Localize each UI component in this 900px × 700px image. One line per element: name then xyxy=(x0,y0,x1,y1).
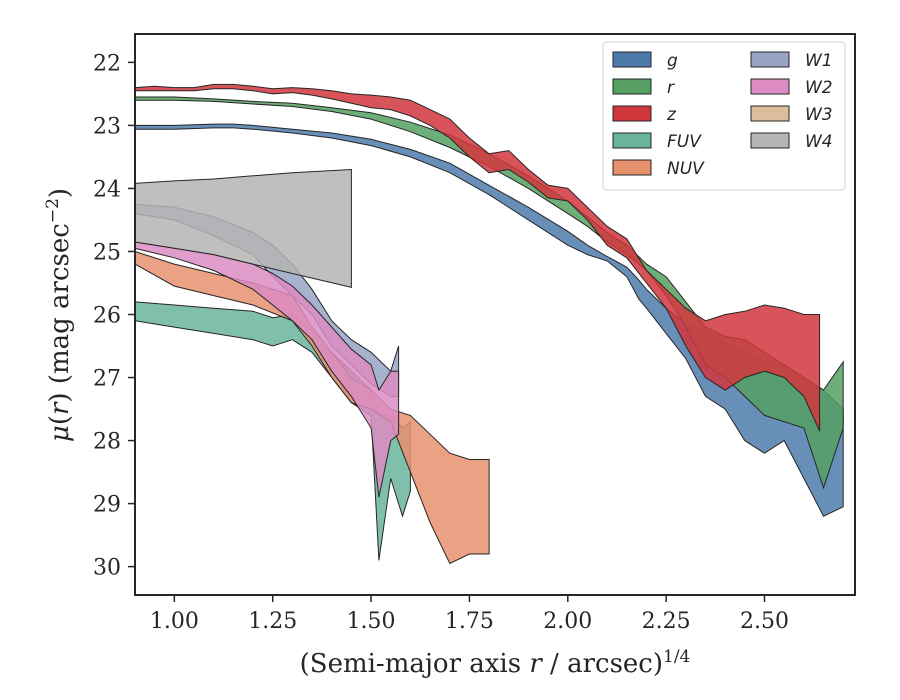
y-ticks: 22 23 24 25 26 27 28 29 30 xyxy=(93,51,135,581)
series-band-g xyxy=(135,123,844,517)
y-tick-label: 27 xyxy=(93,367,121,392)
legend-label-fuv: FUV xyxy=(667,132,702,152)
legend-swatch-w1 xyxy=(750,51,790,68)
legend-swatch-nuv xyxy=(612,159,652,176)
x-tick-label: 2.00 xyxy=(543,609,592,634)
legend-label-nuv: NUV xyxy=(667,159,705,179)
y-tick-label: 26 xyxy=(93,304,121,329)
legend-swatch-w4 xyxy=(750,132,790,149)
x-tick-label: 1.00 xyxy=(150,609,199,634)
x-tick-label: 1.50 xyxy=(347,609,396,634)
legend: grz FUV NUV W1 W2 W3 W4 xyxy=(602,41,846,191)
y-tick-label: 22 xyxy=(93,51,121,76)
legend-swatch-g xyxy=(612,51,652,68)
legend-swatch-z xyxy=(612,105,652,122)
x-tick-label: 1.25 xyxy=(248,609,297,634)
legend-label-z: z xyxy=(666,105,677,125)
x-tick-label: 2.50 xyxy=(740,609,789,634)
y-tick-label: 29 xyxy=(93,493,121,518)
legend-label-w2: W2 xyxy=(805,78,833,98)
legend-label-w4: W4 xyxy=(805,132,833,152)
series-band-z xyxy=(135,83,821,432)
legend-label-g: g xyxy=(667,51,678,71)
series-band-fuv xyxy=(135,301,411,561)
x-ticks: 1.00 1.25 1.50 1.75 2.00 2.25 2.50 xyxy=(150,595,789,634)
y-tick-label: 24 xyxy=(93,177,121,202)
legend-label-w3: W3 xyxy=(805,105,833,125)
legend-label-w1: W1 xyxy=(805,51,833,71)
y-tick-label: 28 xyxy=(93,430,121,455)
y-tick-label: 25 xyxy=(93,240,121,265)
y-tick-label: 30 xyxy=(93,556,121,581)
y-axis-label: μ(r) (mag arcsec−2) xyxy=(43,188,75,442)
x-tick-label: 2.25 xyxy=(642,609,691,634)
x-tick-label: 1.75 xyxy=(445,609,494,634)
series-band-w2 xyxy=(135,241,400,498)
series-areas xyxy=(135,83,844,565)
legend-label-r: r xyxy=(667,78,675,98)
legend-swatch-w2 xyxy=(750,78,790,95)
series-band-w4 xyxy=(135,168,352,289)
legend-swatch-fuv xyxy=(612,132,652,149)
legend-swatch-w3 xyxy=(750,105,790,122)
y-tick-label: 23 xyxy=(93,114,121,139)
legend-swatch-r xyxy=(612,78,652,95)
x-axis-label: (Semi-major axis r / arcsec)1/4 xyxy=(300,647,691,679)
